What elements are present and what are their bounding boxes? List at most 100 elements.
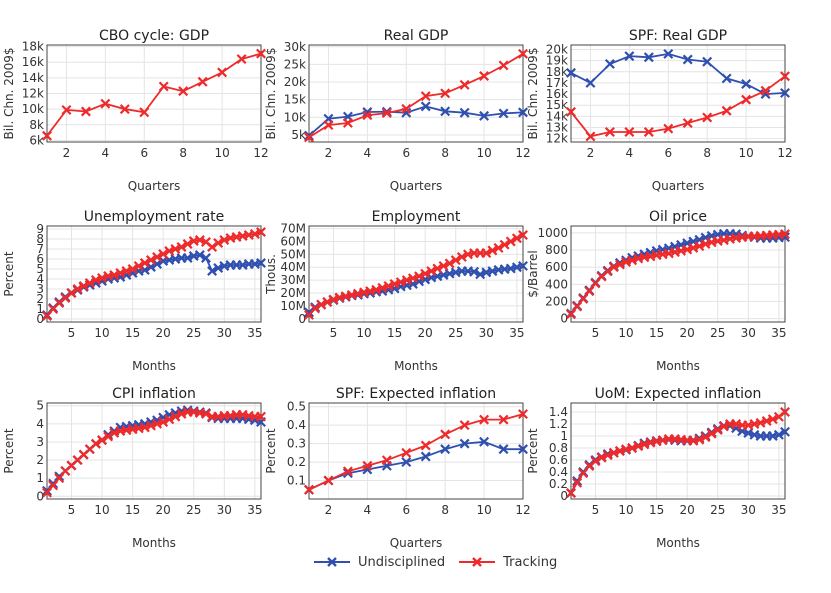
data-point-tracking <box>170 411 181 422</box>
x-axis-label: Quarters <box>652 179 705 193</box>
y-tick-label: 0 <box>560 489 568 503</box>
data-point-tracking <box>178 86 189 97</box>
data-point-undisciplined <box>741 79 752 90</box>
plot-frame <box>570 225 786 323</box>
data-point-tracking <box>200 408 211 419</box>
x-tick-label: 15 <box>125 503 140 517</box>
data-point-tracking <box>420 440 431 451</box>
panel-title: CPI inflation <box>112 386 196 402</box>
x-tick-label: 8 <box>441 503 449 517</box>
y-tick-label: 20M <box>280 286 306 300</box>
y-tick-label: 2 <box>36 292 44 306</box>
data-point-tracking <box>84 278 95 288</box>
x-tick-label: 5 <box>68 503 76 517</box>
data-point-tracking <box>566 106 576 117</box>
legend-swatch-tracking <box>459 557 496 567</box>
legend-item-tracking[interactable]: Tracking <box>457 555 557 570</box>
data-point-tracking <box>139 107 150 118</box>
y-tick-label: 8k <box>29 118 44 132</box>
y-axis-label: Percent <box>526 428 540 473</box>
data-point-tracking <box>119 104 130 115</box>
data-point-tracking <box>438 260 449 271</box>
data-point-tracking <box>767 414 778 425</box>
data-point-tracking <box>236 54 247 65</box>
data-point-tracking <box>414 271 425 282</box>
x-tick-label: 15 <box>649 503 664 517</box>
y-tick-label: 1.4 <box>549 405 568 419</box>
series-tracking <box>42 227 266 321</box>
data-point-tracking <box>304 484 314 495</box>
data-point-tracking <box>217 67 228 78</box>
x-tick-label: 6 <box>402 503 410 517</box>
data-point-undisciplined <box>420 101 431 112</box>
data-point-tracking <box>362 460 373 471</box>
data-point-tracking <box>590 456 601 467</box>
data-point-tracking <box>304 132 314 143</box>
y-tick-label: 14k <box>546 109 568 123</box>
x-tick-label: 25 <box>448 326 463 340</box>
x-tick-label: 25 <box>186 503 201 517</box>
x-tick-label: 4 <box>102 146 110 160</box>
data-point-tracking <box>663 123 674 134</box>
y-tick-label: 6k <box>29 133 44 147</box>
legend-item-undisciplined[interactable]: Undisciplined <box>312 555 445 570</box>
data-point-undisciplined <box>585 77 596 88</box>
x-tick-label: 10 <box>476 146 491 160</box>
x-tick-label: 10 <box>214 146 229 160</box>
x-tick-label: 20 <box>418 326 433 340</box>
y-tick-label: 12k <box>22 87 44 101</box>
data-point-tracking <box>78 281 89 291</box>
y-tick-label: 15k <box>546 98 568 112</box>
y-tick-label: 4 <box>36 417 44 431</box>
data-point-tracking <box>505 236 516 247</box>
data-point-tracking <box>499 239 510 250</box>
data-point-tracking <box>316 299 327 310</box>
series-undisciplined <box>304 101 528 141</box>
panel-title: Employment <box>372 209 461 225</box>
data-point-tracking <box>596 452 607 463</box>
y-tick-label: 8 <box>36 232 44 246</box>
x-tick-label: 10 <box>738 146 753 160</box>
y-tick-label: 4 <box>36 272 44 286</box>
x-tick-label: 2 <box>325 146 333 160</box>
data-point-undisciplined <box>459 107 470 118</box>
x-tick-label: 12 <box>253 146 268 160</box>
data-point-tracking <box>440 429 451 440</box>
data-point-tracking <box>760 85 771 96</box>
data-point-undisciplined <box>721 73 732 84</box>
data-point-undisciplined <box>469 266 480 277</box>
x-tick-label: 6 <box>664 146 672 160</box>
data-point-tracking <box>323 120 334 131</box>
data-point-tracking <box>158 81 169 92</box>
x-tick-label: 12 <box>515 503 530 517</box>
x-tick-label: 6 <box>402 146 410 160</box>
plot-frame <box>308 402 524 500</box>
panel-title: SPF: Real GDP <box>629 28 727 44</box>
y-tick-label: 5k <box>291 128 306 142</box>
y-tick-label: 18k <box>22 40 44 54</box>
data-point-tracking <box>479 414 490 425</box>
y-tick-label: 25k <box>284 57 306 71</box>
x-tick-label: 4 <box>626 146 634 160</box>
plot-frame <box>46 402 262 500</box>
data-point-tracking <box>456 251 467 262</box>
data-point-tracking <box>780 229 790 240</box>
data-point-tracking <box>42 130 52 141</box>
y-tick-label: 20k <box>284 75 306 89</box>
panel-real-gdp: Real GDP 2 4 6 8 10 12 5k 10k 15k 20k 25k 30k Quarter… <box>264 28 531 193</box>
series-undisciplined <box>304 260 528 318</box>
y-tick-label: 50M <box>280 247 306 261</box>
data-point-tracking <box>139 258 150 268</box>
data-point-undisciplined <box>401 457 412 468</box>
y-tick-label: 16k <box>546 87 568 101</box>
data-point-undisciplined <box>479 436 490 447</box>
data-point-undisciplined <box>643 52 654 63</box>
x-tick-label: 30 <box>741 326 756 340</box>
data-point-tracking <box>176 242 187 252</box>
series-undisciplined <box>566 48 790 100</box>
panel-spf-expected-inflation: SPF: Expected inflation 2 4 6 8 10 12 0.1 0.2 0.3… <box>264 386 531 550</box>
y-tick-label: 0.6 <box>549 453 568 467</box>
plot-frame <box>46 44 262 143</box>
